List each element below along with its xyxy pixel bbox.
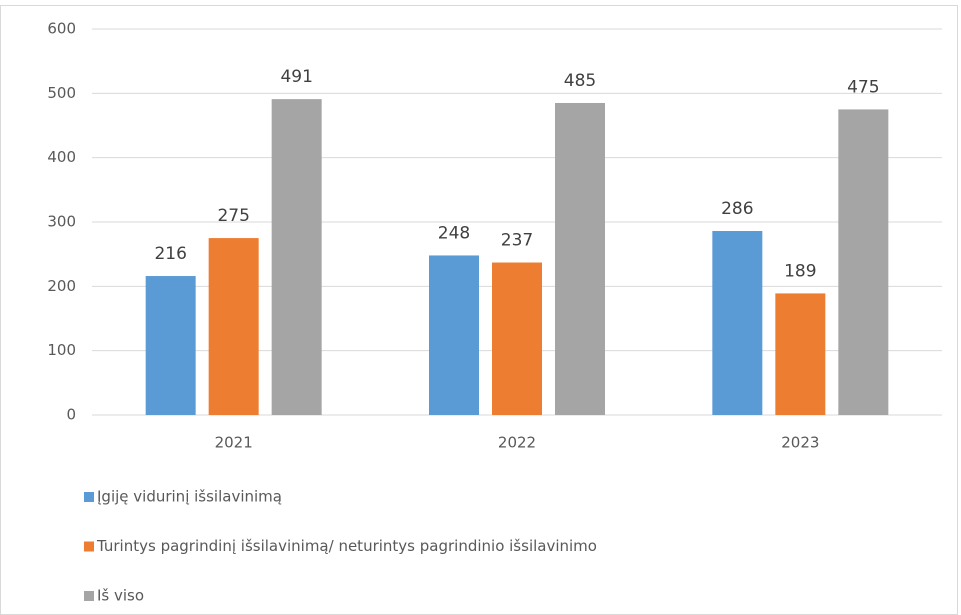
y-tick-label: 600	[47, 20, 76, 38]
bar	[145, 276, 196, 415]
data-label: 237	[501, 231, 533, 251]
bar	[838, 109, 889, 416]
bar	[775, 293, 826, 415]
y-tick-label: 200	[47, 277, 76, 295]
data-label: 275	[217, 206, 249, 226]
x-tick-label: 2021	[215, 434, 253, 452]
y-tick-label: 400	[47, 148, 76, 166]
x-tick-label: 2023	[781, 434, 819, 452]
bar	[208, 238, 259, 415]
data-label: 216	[154, 244, 186, 264]
legend-swatch	[84, 492, 94, 502]
legend-swatch	[84, 541, 94, 552]
data-label: 189	[784, 261, 816, 281]
data-label: 286	[721, 199, 753, 219]
bar	[492, 262, 542, 415]
legend-label: Turintys pagrindinį išsilavinimą/ neturi…	[96, 537, 597, 555]
legend-label: Iš viso	[97, 587, 144, 605]
data-label: 491	[280, 67, 312, 87]
data-label: 475	[847, 77, 879, 97]
bar	[712, 231, 763, 415]
bar	[429, 255, 479, 415]
data-label: 248	[438, 223, 470, 243]
y-tick-label: 500	[47, 84, 76, 102]
y-tick-label: 300	[47, 213, 76, 231]
bar	[271, 99, 322, 415]
data-label: 485	[564, 71, 596, 91]
bar	[555, 102, 605, 415]
y-tick-label: 100	[47, 341, 76, 359]
legend-swatch	[84, 591, 94, 601]
y-tick-label: 0	[66, 406, 76, 424]
x-tick-label: 2022	[498, 434, 536, 452]
legend-label: Įgiję vidurinį išsilavinimą	[97, 488, 282, 506]
